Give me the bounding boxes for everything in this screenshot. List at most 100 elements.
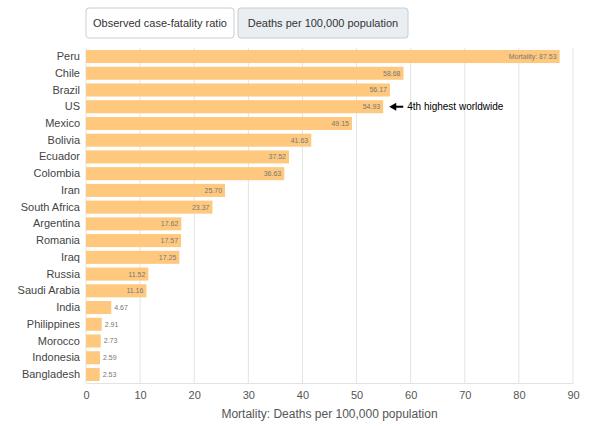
bar[interactable] [86, 150, 289, 163]
bar[interactable] [86, 217, 181, 230]
tick: Saudi Arabia [18, 284, 86, 296]
data-label: 17.25 [159, 254, 177, 261]
tab-box[interactable] [238, 8, 408, 38]
tick: 70 [459, 383, 471, 401]
data-label: 54.93 [363, 103, 381, 110]
bar[interactable] [86, 117, 352, 130]
bar[interactable] [86, 268, 148, 281]
bar[interactable] [86, 201, 212, 214]
bar[interactable] [86, 67, 404, 80]
tick: 90 [567, 383, 579, 401]
bar[interactable] [86, 284, 146, 297]
x-axis: 0102030405060708090 [83, 383, 579, 401]
data-label: 56.17 [369, 86, 387, 93]
annotation-text: 4th highest worldwide [407, 101, 504, 112]
tick-label: 20 [189, 389, 201, 401]
tick: South Africa [21, 201, 86, 213]
tick-label: Morocco [38, 335, 80, 347]
grid-line [302, 48, 303, 383]
grid-line [140, 48, 141, 383]
tick-label: Chile [55, 67, 80, 79]
tick: Morocco [38, 335, 86, 347]
tick-label: Iran [61, 184, 80, 196]
data-label: 58.68 [383, 70, 401, 77]
bar[interactable] [86, 301, 111, 314]
tick-label: Indonesia [32, 351, 81, 363]
data-label: 25.70 [205, 187, 223, 194]
axis-line [87, 383, 574, 384]
tick: Indonesia [32, 351, 86, 363]
data-label: 37.52 [268, 153, 286, 160]
data-label: Mortality: 87.53 [509, 53, 557, 61]
grid-line [194, 48, 195, 383]
tick-label: Peru [57, 50, 80, 62]
tick-label: Bolivia [48, 134, 81, 146]
tick: Argentina [33, 217, 86, 229]
tick-label: Brazil [52, 84, 80, 96]
bar[interactable] [86, 50, 560, 63]
grid-line [86, 48, 87, 383]
tick-label: Russia [46, 268, 81, 280]
tick: US [65, 100, 86, 112]
bar[interactable] [86, 251, 179, 264]
tick-label: Philippines [27, 318, 81, 330]
bars [86, 50, 560, 381]
bar[interactable] [86, 134, 311, 147]
tick-label: Iraq [61, 251, 80, 263]
grid-line [410, 48, 411, 383]
axis-line [86, 49, 87, 384]
chart: Observed case-fatality ratio Deaths per 1… [0, 0, 600, 426]
tab-label[interactable]: Observed case-fatality ratio [93, 17, 227, 29]
axis-title: Mortality: Deaths per 100,000 population [221, 407, 437, 421]
tick: Colombia [34, 167, 86, 179]
grid-line [573, 48, 574, 383]
tick: 20 [189, 383, 201, 401]
bar[interactable] [86, 167, 284, 180]
data-label: 2.73 [104, 337, 118, 344]
tick-label: Mexico [45, 117, 80, 129]
bar[interactable] [86, 368, 100, 381]
bar[interactable] [86, 351, 100, 364]
grid-line [356, 48, 357, 383]
bar[interactable] [86, 184, 225, 197]
data-label: 11.16 [126, 287, 143, 294]
tab-box[interactable] [86, 8, 234, 38]
bar[interactable] [86, 100, 383, 113]
tick: Iraq [61, 251, 86, 263]
bar[interactable] [86, 318, 102, 331]
tick-label: Bangladesh [22, 368, 80, 380]
data-label: 2.91 [105, 321, 119, 328]
plot: 0102030405060708090PeruChileBrazilUSMexi… [18, 48, 580, 401]
bar[interactable] [86, 334, 101, 347]
tick: 40 [297, 383, 309, 401]
tick: Chile [55, 67, 86, 79]
tick-label: India [56, 301, 81, 313]
tab[interactable]: Observed case-fatality ratio [86, 8, 234, 38]
tick: Brazil [52, 84, 86, 96]
bar[interactable] [86, 234, 181, 247]
data-label: 4.67 [114, 304, 128, 311]
tick: Iran [61, 184, 86, 196]
tick-label: 10 [134, 389, 146, 401]
annotation-arrowhead [389, 103, 396, 111]
tick: 10 [134, 383, 146, 401]
tab-label[interactable]: Deaths per 100,000 population [248, 17, 398, 29]
grid-line [248, 48, 249, 383]
tick-label: 60 [405, 389, 417, 401]
tick-label: Romania [36, 234, 81, 246]
tick: Philippines [27, 318, 86, 330]
bar[interactable] [86, 83, 390, 96]
tick-label: Saudi Arabia [18, 284, 81, 296]
data-label: 2.59 [103, 354, 117, 361]
tick-label: South Africa [21, 201, 81, 213]
data-label: 17.62 [161, 220, 179, 227]
tick-label: 90 [567, 389, 579, 401]
tick: 50 [351, 383, 363, 401]
tick: 0 [83, 383, 89, 401]
tick-label: Argentina [33, 217, 81, 229]
tick-label: Ecuador [39, 150, 80, 162]
data-labels: Mortality: 87.5358.6856.1754.9349.1541.6… [103, 53, 557, 378]
tick-label: Colombia [34, 167, 81, 179]
tab[interactable]: Deaths per 100,000 population [238, 8, 408, 38]
tick: Peru [57, 50, 86, 62]
